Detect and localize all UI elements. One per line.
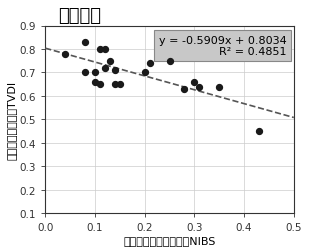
Point [192, 80, 197, 84]
Point [197, 85, 202, 89]
Point [102, 48, 107, 52]
Point [83, 41, 87, 45]
Point [182, 87, 187, 91]
Point [167, 59, 172, 64]
Point [97, 48, 102, 52]
Point [256, 130, 261, 134]
Point [83, 71, 87, 75]
Point [97, 83, 102, 87]
Point [147, 62, 152, 66]
Text: y = -0.5909x + 0.8034
R² = 0.4851: y = -0.5909x + 0.8034 R² = 0.4851 [159, 36, 286, 57]
Point [92, 71, 97, 75]
Point [63, 52, 68, 56]
Point [142, 71, 147, 75]
Point [217, 85, 222, 89]
Y-axis label: 温度植被干旱指数TVDI: 温度植被干旱指数TVDI [7, 80, 17, 159]
Point [117, 83, 122, 87]
Point [112, 83, 117, 87]
X-axis label: 归一化叶绿素荧光指数NIBS: 归一化叶绿素荧光指数NIBS [123, 235, 216, 245]
Point [92, 80, 97, 84]
Point [108, 59, 112, 64]
Point [102, 67, 107, 71]
Text: 鄂豫皖区: 鄂豫皖区 [58, 7, 101, 25]
Point [112, 69, 117, 73]
